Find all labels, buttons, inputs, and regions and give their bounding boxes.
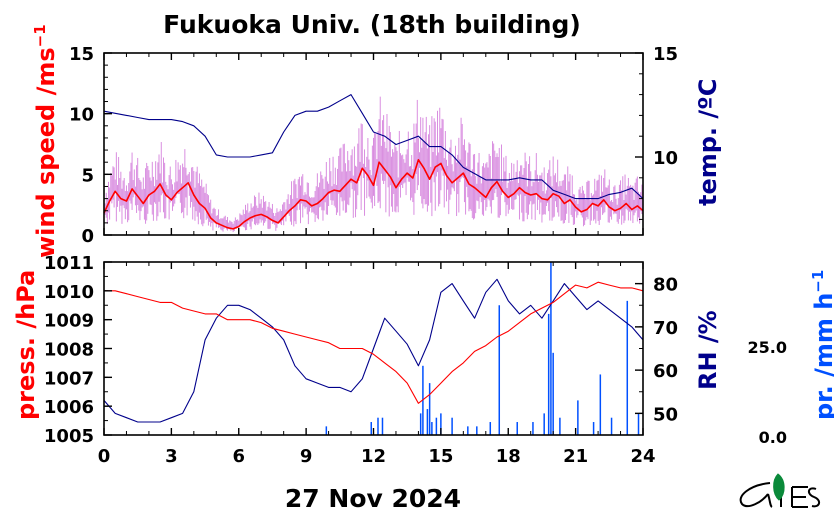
x-tick-label: 0 (98, 446, 111, 467)
x-tick-label: 12 (361, 446, 386, 467)
x-tick-label: 18 (496, 446, 521, 467)
upper-panel-data (103, 94, 644, 233)
humidity-axis-label: RH /% (694, 310, 722, 390)
pressure-axis-tick-label: 1010 (44, 282, 94, 303)
wind-axis-tick-label: 15 (69, 44, 94, 65)
precip-tick-high: 25.0 (748, 338, 787, 357)
humidity-axis-tick-label: 80 (653, 275, 678, 296)
pressure-axis-label: press. /hPa (12, 270, 40, 420)
wind-raw-traces (103, 96, 643, 233)
pressure-axis-tick-label: 1006 (44, 397, 94, 418)
precipitation-axis-label: pr. /mm h−1 (809, 270, 834, 420)
humidity-axis-tick-label: 70 (653, 318, 678, 339)
temp-axis-tick-label: 10 (653, 148, 678, 169)
humidity-axis-tick-label: 60 (653, 361, 678, 382)
humidity-axis-tick-label: 50 (653, 404, 678, 425)
wind-speed-axis-label: wind speed /ms−1 (31, 24, 60, 258)
institution-logo (739, 473, 820, 508)
pressure-axis-tick-label: 1007 (44, 368, 94, 389)
pressure-axis-tick-label: 1009 (44, 311, 94, 332)
upper-panel-axes: 0 5 10 15 10 15 (69, 44, 678, 247)
temp-axis-tick-label: 15 (653, 44, 678, 65)
lower-panel-data (103, 262, 644, 435)
x-tick-label: 24 (630, 446, 655, 467)
lower-panel-axes: 0 3 6 9 12 15 18 21 24 1005 1006 1007 1008 1009 1010 10… (44, 253, 678, 467)
pressure-line (104, 281, 644, 404)
pressure-axis-tick-label: 1008 (44, 340, 94, 361)
wind-axis-tick-label: 10 (69, 105, 94, 126)
wind-axis-tick-label: 5 (81, 165, 94, 186)
humidity-line (103, 278, 644, 423)
x-tick-label: 15 (428, 446, 453, 467)
upper-panel: 0 5 10 15 10 15 wind speed /ms−1 temp. /ºC (31, 24, 722, 258)
temperature-axis-label: temp. /ºC (694, 79, 722, 206)
pressure-axis-tick-label: 1011 (44, 253, 94, 274)
x-tick-label: 6 (232, 446, 245, 467)
pressure-axis-tick-label: 1005 (44, 426, 94, 447)
wind-speed-line (103, 159, 644, 230)
x-tick-label: 3 (165, 446, 178, 467)
wind-axis-tick-label: 0 (81, 226, 94, 247)
chart-title: Fukuoka Univ. (18th building) (163, 10, 581, 39)
precip-unit-superscript: −1 (809, 270, 827, 293)
date-label: 27 Nov 2024 (285, 484, 461, 513)
x-tick-label: 9 (300, 446, 313, 467)
temperature-line (103, 94, 644, 200)
precip-tick-zero: 0.0 (759, 428, 787, 447)
lower-panel: 0 3 6 9 12 15 18 21 24 1005 1006 1007 1008 1009 1010 10… (12, 253, 834, 467)
x-tick-label: 21 (563, 446, 588, 467)
wind-unit-superscript: −1 (31, 24, 49, 47)
